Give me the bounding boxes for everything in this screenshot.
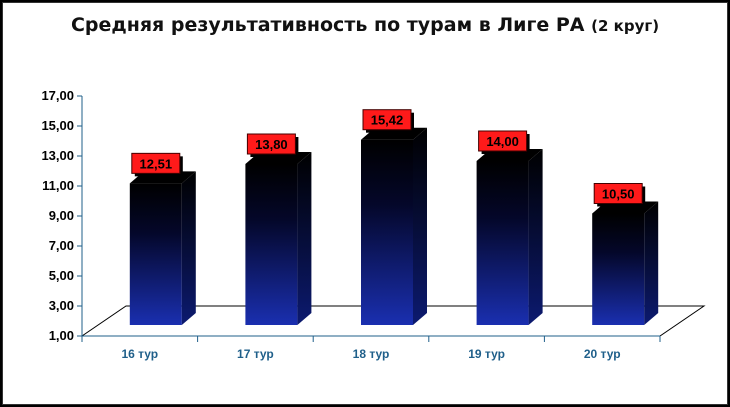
y-tick-label: 7,00 (49, 238, 74, 253)
bar (592, 213, 645, 325)
data-labels: 12,51 13,80 15,42 14,00 10,50 (131, 109, 646, 207)
bar (129, 183, 182, 325)
chart-title: Средняя результативность по турам в Лиге… (0, 14, 730, 36)
x-category-label: 19 тур (468, 347, 505, 361)
bar-side (413, 127, 427, 325)
data-label-box (246, 133, 296, 155)
data-label-box (362, 109, 412, 131)
y-tick-label: 9,00 (49, 208, 74, 223)
bar-side (297, 152, 312, 325)
data-label-box (478, 130, 528, 152)
bar (361, 139, 413, 325)
y-tick-label: 1,00 (49, 328, 74, 343)
data-label: 10,50 (602, 187, 635, 202)
y-tick-label: 15,00 (41, 118, 74, 133)
chart-title-text: Средняя результативность по турам в Лиге… (70, 14, 585, 36)
chart-subtitle: (2 круг) (591, 17, 660, 35)
bar-side (644, 201, 659, 325)
data-label: 12,51 (140, 156, 173, 171)
x-category-label: 17 тур (237, 347, 274, 361)
y-tick-label: 13,00 (41, 148, 74, 163)
bar-side (528, 149, 543, 325)
y-tick-label: 17,00 (41, 88, 74, 103)
x-category-label: 16 тур (121, 347, 158, 361)
data-label: 14,00 (486, 134, 519, 149)
bar (476, 161, 529, 325)
x-category-label: 20 тур (584, 347, 621, 361)
y-tick-label: 11,00 (42, 178, 74, 193)
data-label-box (593, 183, 643, 204)
data-label-box (131, 152, 181, 174)
y-tick-label: 5,00 (49, 268, 74, 283)
bars (129, 127, 659, 325)
bar-side (181, 171, 196, 325)
data-label: 13,80 (255, 137, 288, 152)
bar (245, 164, 298, 325)
data-label: 15,42 (371, 113, 404, 128)
x-category-label: 18 тур (353, 347, 390, 361)
y-tick-label: 3,00 (49, 298, 74, 313)
